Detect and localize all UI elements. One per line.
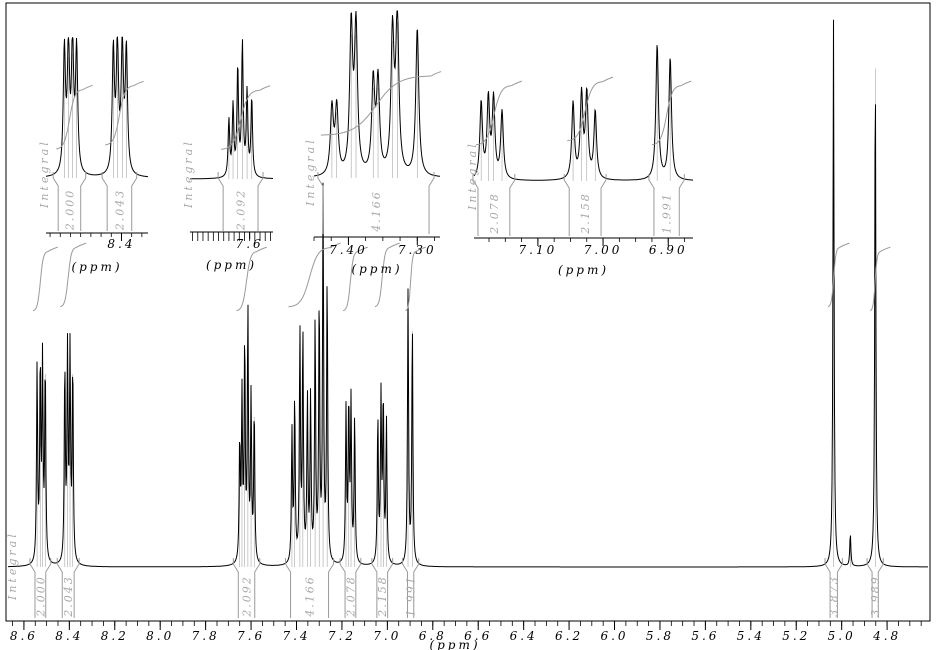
x-axis-title: (ppm) <box>71 260 122 274</box>
x-tick-label: 7.0 <box>373 629 401 643</box>
integral-value-label: 3.989 <box>869 575 882 617</box>
inset-3-panel: 4.166 Integral 7.40 7.30 (ppm) <box>304 10 442 276</box>
x-tick-label: 5.8 <box>646 629 674 643</box>
x-tick-label: 7.8 <box>192 629 220 643</box>
integral-curve <box>32 246 58 312</box>
x-tick-label: 6.6 <box>464 629 492 643</box>
integral-caption: Integral <box>182 139 195 209</box>
integral-value-label: 2.158 <box>579 192 592 235</box>
plot-frame <box>5 2 931 622</box>
integral-curve <box>342 246 368 312</box>
integral-value-label: 3.873 <box>828 575 841 617</box>
integral-bracket <box>824 558 843 618</box>
integral-bracket <box>648 174 685 236</box>
integral-curve <box>221 85 271 150</box>
x-axis-title: (ppm) <box>558 263 609 277</box>
x-axis-title: (ppm) <box>206 258 257 272</box>
integral-curve <box>651 80 692 146</box>
x-tick-label: 7.6 <box>236 237 264 251</box>
x-tick-label: 8.0 <box>146 629 174 643</box>
integral-bracket <box>339 558 362 618</box>
integral-value-label: 1.991 <box>661 192 674 234</box>
x-tick-label: 4.8 <box>872 629 901 643</box>
integral-value-label: 2.092 <box>241 575 254 618</box>
main-panel: 2.000 2.043 2.092 4.166 2.078 2.158 1.991 3.873… <box>6 19 928 650</box>
x-tick-label: 7.40 <box>329 243 368 257</box>
integral-caption: Integral <box>304 137 317 207</box>
integral-bracket <box>52 172 87 231</box>
integral-value-label: 2.158 <box>376 575 389 618</box>
x-tick-label: 8.2 <box>101 629 129 643</box>
integral-bracket <box>402 558 420 618</box>
integral-curve <box>475 80 522 146</box>
integral-caption: Integral <box>38 139 51 209</box>
integral-value-label: 2.043 <box>62 575 75 618</box>
integral-bracket <box>472 174 516 236</box>
inset-1-spectrum-trace <box>45 36 149 178</box>
inset-2-spectrum-trace <box>190 39 273 180</box>
integral-value-label: 2.078 <box>344 575 357 618</box>
integral-curve <box>105 80 144 146</box>
integral-value-label: 2.000 <box>63 189 76 232</box>
integral-bracket <box>317 172 435 234</box>
x-tick-label: 6.0 <box>600 629 628 643</box>
integral-bracket <box>29 558 52 618</box>
integral-value-label: 1.991 <box>405 575 418 617</box>
integral-bracket <box>285 558 335 618</box>
x-tick-label: 6.2 <box>555 629 583 643</box>
x-tick-label: 6.90 <box>649 243 688 257</box>
x-tick-label: 7.4 <box>282 629 310 643</box>
integral-bracket <box>866 558 884 618</box>
main-spectrum-trace <box>8 19 928 568</box>
x-tick-label: 6.8 <box>419 629 447 643</box>
spectrum-panels: 2.000 2.043 2.092 4.166 2.078 2.158 1.991 3.873… <box>6 10 928 650</box>
integral-bracket <box>56 558 80 618</box>
integral-curve <box>374 242 400 308</box>
x-tick-label: 5.6 <box>691 629 719 643</box>
x-tick-label: 7.6 <box>237 629 265 643</box>
integral-curve <box>60 242 87 308</box>
x-tick-label: 8.4 <box>107 237 135 251</box>
x-tick-label: 6.4 <box>510 629 538 643</box>
integral-curve <box>288 242 341 308</box>
x-tick-label: 5.2 <box>782 629 810 643</box>
integral-curve <box>869 246 891 312</box>
x-tick-label: 5.4 <box>737 629 765 643</box>
integral-caption: Integral <box>466 141 479 211</box>
x-axis-title: (ppm) <box>351 262 402 276</box>
x-tick-label: 7.2 <box>328 629 356 643</box>
integral-value-label: 2.092 <box>235 189 248 232</box>
integral-value-label: 2.043 <box>113 189 126 232</box>
inset-3-spectrum-trace <box>313 10 441 177</box>
integral-value-label: 2.000 <box>34 575 47 618</box>
integral-curve <box>320 71 442 136</box>
integral-bracket <box>217 172 264 231</box>
integral-curve <box>405 246 426 312</box>
integral-value-label: 2.078 <box>488 192 501 235</box>
inset-1-panel: 2.000 2.043 Integral 8.4 (ppm) <box>38 36 149 274</box>
inset-4-spectrum-trace <box>473 45 693 181</box>
integral-value-label: 4.166 <box>304 575 317 618</box>
integral-bracket <box>101 172 138 231</box>
x-tick-label: 7.10 <box>519 243 558 257</box>
x-tick-label: 7.00 <box>584 243 623 257</box>
x-tick-label: 8.6 <box>10 629 38 643</box>
integral-curve <box>236 246 267 312</box>
x-axis-title: (ppm) <box>429 638 480 650</box>
inset-4-panel: 2.078 2.158 1.991 Integral 7.10 7.00 6.90 (ppm) <box>466 45 693 277</box>
integral-bracket <box>563 174 607 236</box>
x-tick-label: 7.30 <box>398 243 437 257</box>
x-tick-label: 8.4 <box>55 629 83 643</box>
integral-value-label: 4.166 <box>370 190 383 233</box>
integral-curve <box>567 76 614 142</box>
integral-curve <box>827 242 850 308</box>
integral-curve <box>56 84 93 150</box>
integral-bracket <box>371 558 394 618</box>
integral-caption: Integral <box>6 531 19 601</box>
x-tick-label: 5.0 <box>828 629 856 643</box>
inset-2-panel: 2.092 Integral 7.6 (ppm) <box>182 39 273 272</box>
integral-bracket <box>232 558 261 618</box>
